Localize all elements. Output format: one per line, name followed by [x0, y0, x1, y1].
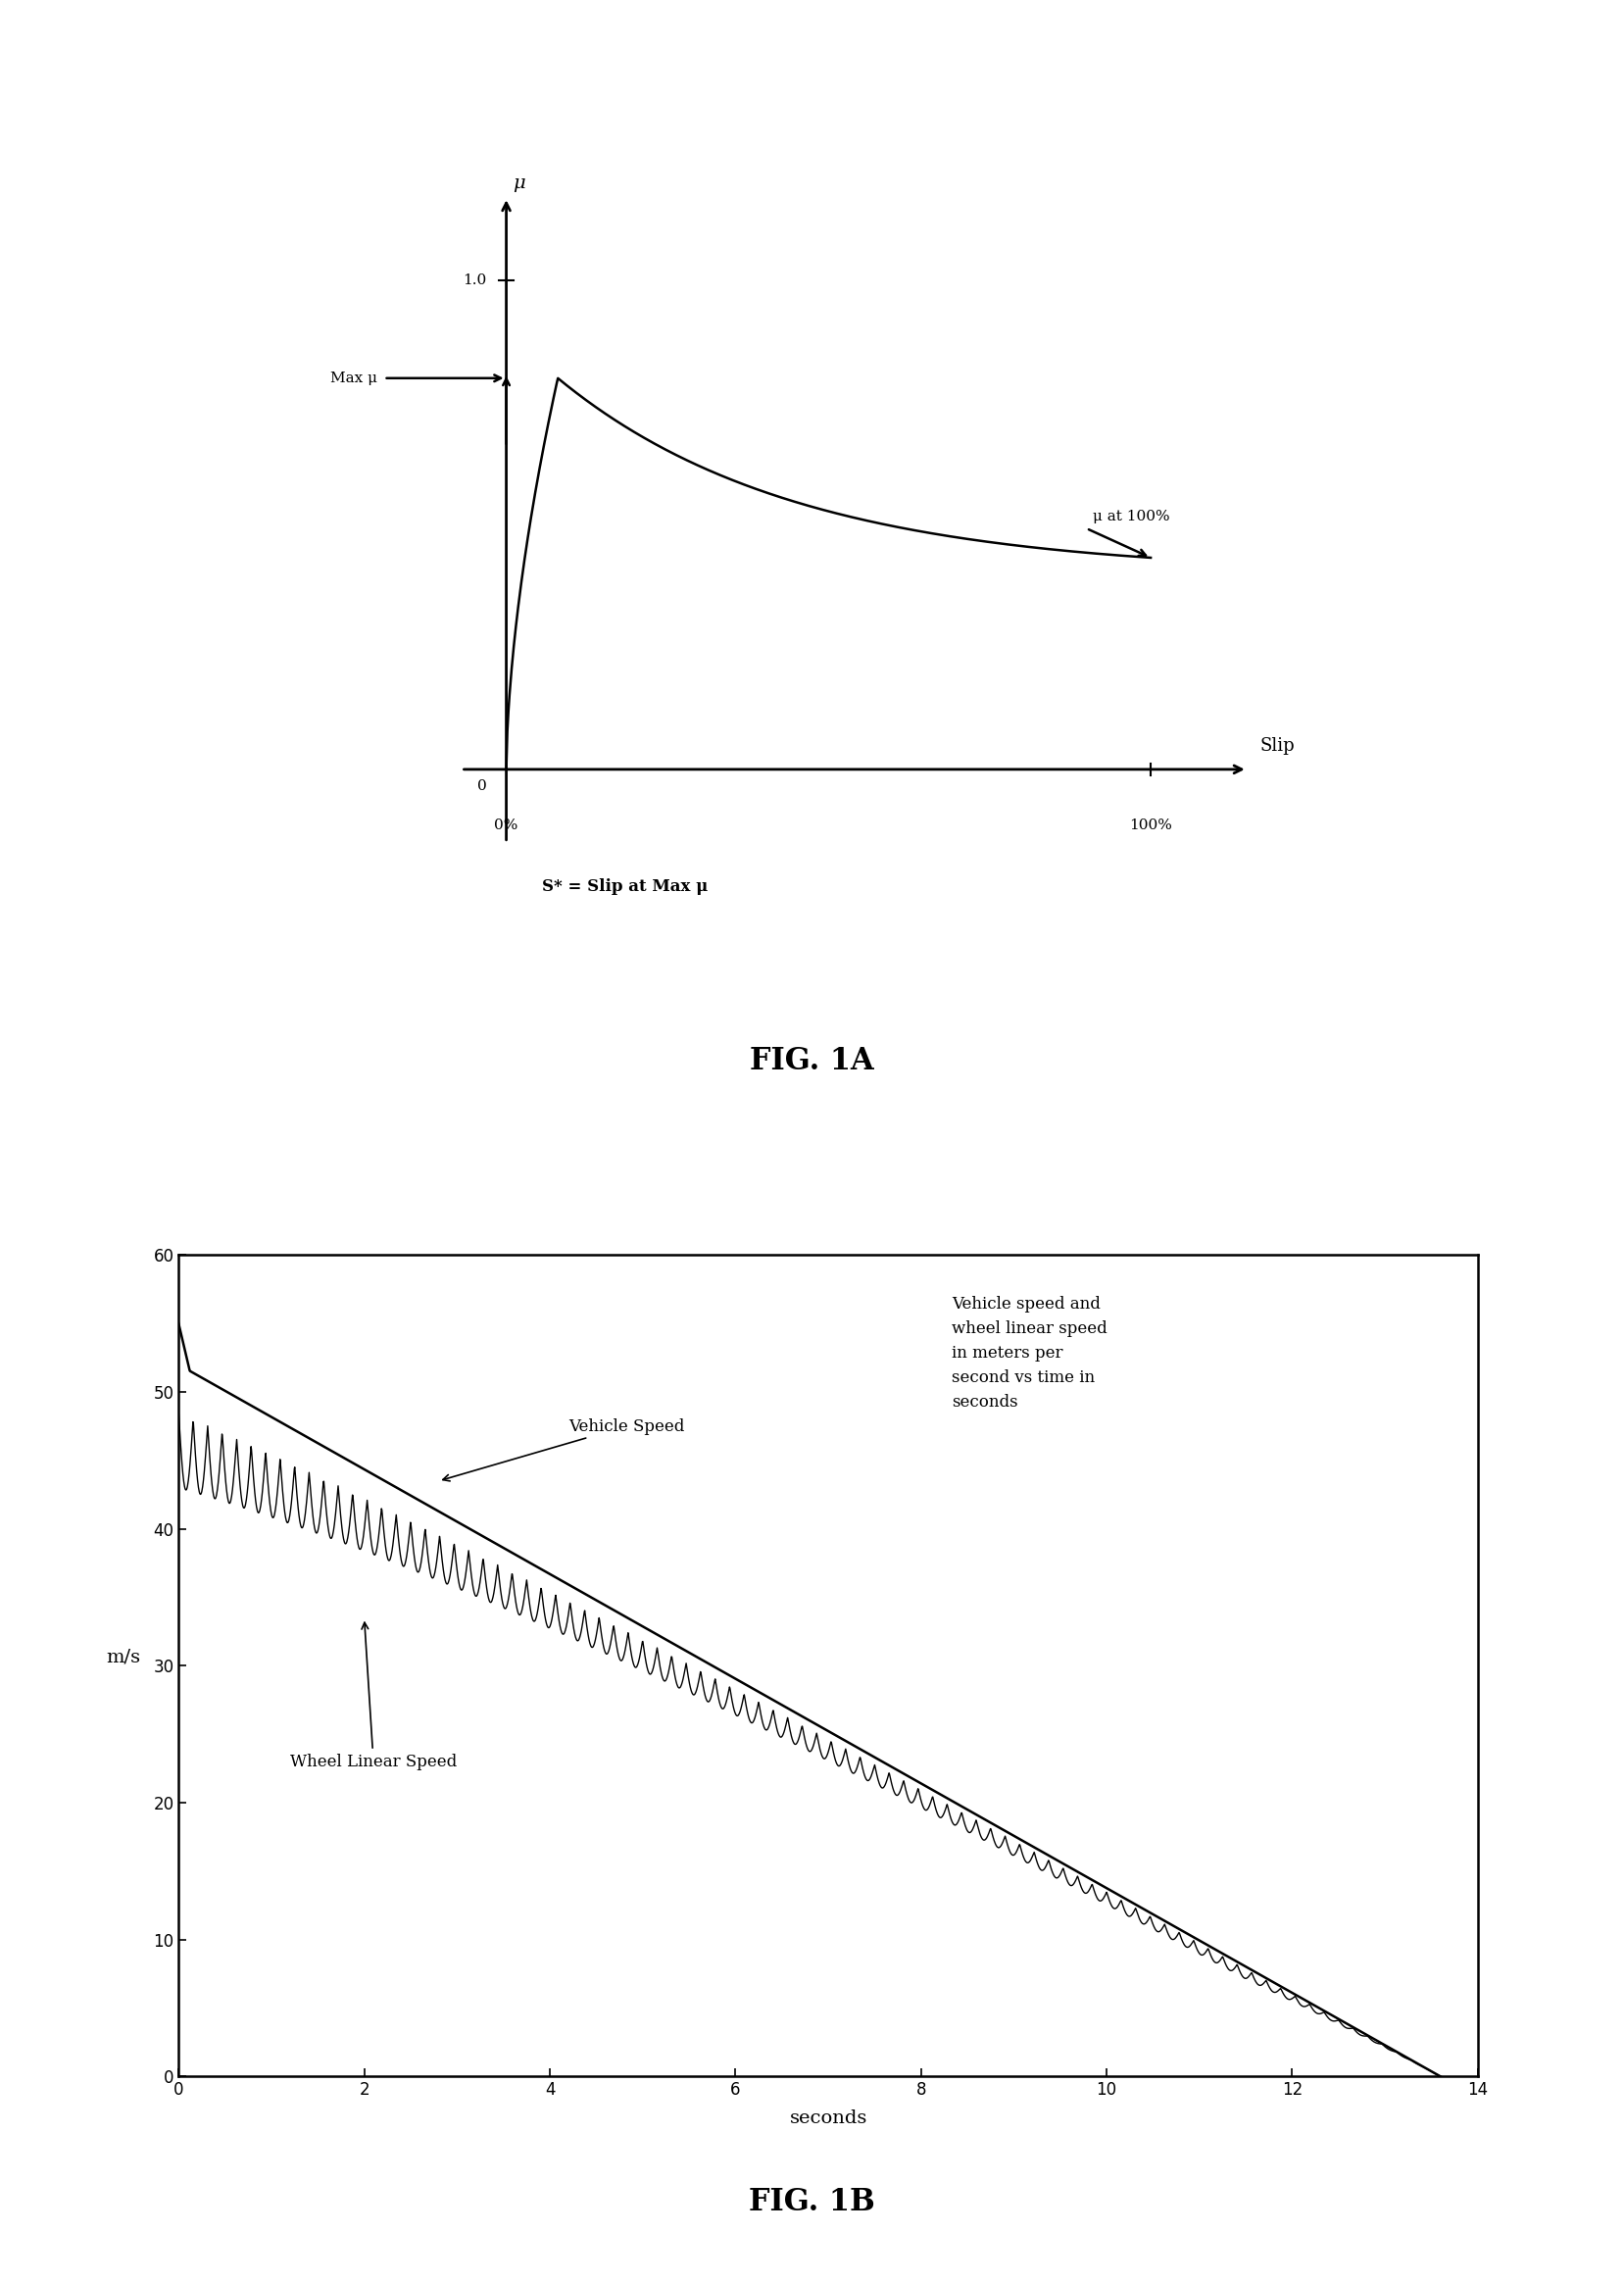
- Text: Vehicle Speed: Vehicle Speed: [443, 1417, 684, 1481]
- Text: 100%: 100%: [1129, 819, 1173, 833]
- Text: Max μ: Max μ: [330, 372, 377, 386]
- Text: μ: μ: [513, 176, 525, 192]
- Text: S* = Slip at Max μ: S* = Slip at Max μ: [542, 879, 708, 895]
- Text: Slip: Slip: [1260, 737, 1296, 755]
- Text: 0%: 0%: [494, 819, 518, 833]
- Text: 0: 0: [477, 778, 487, 792]
- Text: 1.0: 1.0: [463, 274, 487, 288]
- Text: FIG. 1A: FIG. 1A: [750, 1045, 874, 1077]
- Text: FIG. 1B: FIG. 1B: [749, 2186, 875, 2218]
- Text: Wheel Linear Speed: Wheel Linear Speed: [291, 1623, 456, 1771]
- Text: μ at 100%: μ at 100%: [1093, 509, 1169, 523]
- Y-axis label: m/s: m/s: [106, 1648, 140, 1666]
- Text: Vehicle speed and
wheel linear speed
in meters per
second vs time in
seconds: Vehicle speed and wheel linear speed in …: [952, 1296, 1108, 1410]
- X-axis label: seconds: seconds: [789, 2111, 867, 2127]
